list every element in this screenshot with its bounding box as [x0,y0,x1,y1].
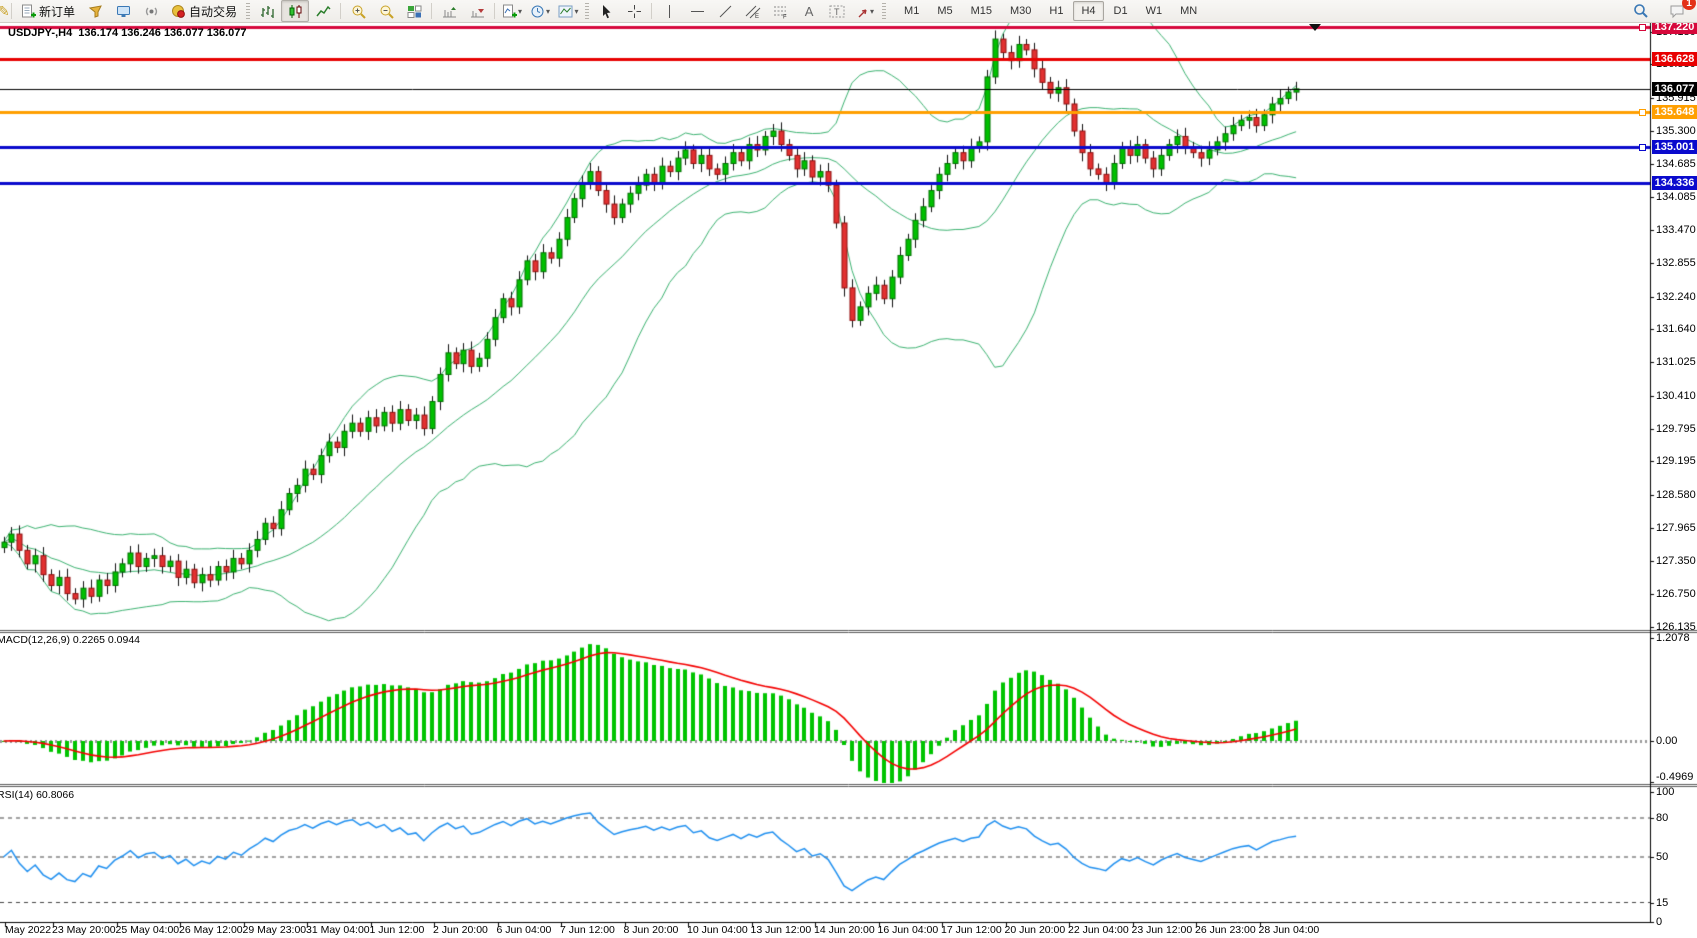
market-watch-button[interactable] [109,0,137,22]
autotrading-label: 自动交易 [189,4,238,19]
periods-button[interactable]: ▾ [526,0,554,22]
vertical-line-icon [663,4,676,19]
search-icon [1633,3,1649,19]
timeframe-w1-button[interactable]: W1 [1145,5,1163,17]
main-toolbar: ✎ 新订单 自动交易 ▾ ▾ ▾ [0,0,1697,23]
svg-text:F: F [783,14,787,19]
monitor-icon [116,4,131,19]
chart-shift-button[interactable] [435,0,463,22]
channel-icon: E [745,4,761,19]
horizontal-line-button[interactable] [683,0,711,22]
new-order-icon [21,4,36,19]
zoom-in-icon [351,4,366,19]
horizontal-line-icon [690,4,705,19]
timeframe-m1-button[interactable]: M1 [904,5,920,17]
timeframe-m5-button[interactable]: M5 [937,5,953,17]
zoom-out-button[interactable] [372,0,400,22]
crosshair-button[interactable] [620,0,648,22]
text-label-button[interactable]: T [823,0,851,22]
dropdown-caret-icon: ▾ [574,6,579,16]
toolbar-grip [246,3,251,19]
trendline-icon [718,4,733,19]
broadcast-icon [144,4,159,19]
timeframe-m30-button[interactable]: M30 [1010,5,1032,17]
tile-windows-icon [407,4,422,19]
fibonacci-button[interactable]: F [767,0,795,22]
funnel-icon [88,4,103,19]
svg-text:T: T [834,7,840,17]
auto-scroll-button[interactable] [463,0,491,22]
clock-icon [530,4,545,19]
timeframe-h1-button[interactable]: H1 [1049,5,1064,17]
toolbar-separator [431,3,433,19]
autotrading-icon [171,4,186,19]
candlestick-icon [288,4,303,19]
timeframe-toolbar: M1 M5 M15 M30 H1 H4 D1 W1 MN [895,1,1206,21]
zoom-in-button[interactable] [344,0,372,22]
bar-chart-button[interactable] [253,0,281,22]
template-icon [558,4,574,19]
arrows-button[interactable]: ▾ [851,0,879,22]
broadcast-button[interactable] [137,0,165,22]
line-chart-icon [315,4,331,19]
text-icon: A [804,3,814,19]
search-button[interactable] [1627,0,1655,22]
toolbar-separator [340,3,342,19]
autotrading-button[interactable]: 自动交易 [165,0,243,22]
vertical-line-button[interactable] [655,0,683,22]
bar-chart-icon [260,4,275,19]
new-order-label: 新订单 [39,4,76,19]
text-label-icon: T [829,4,845,19]
timeframe-mn-button[interactable]: MN [1180,5,1198,17]
text-button[interactable]: A [795,0,823,22]
dropdown-caret-icon: ▾ [546,6,551,16]
chart-shift-icon [442,4,457,19]
candlestick-chart-button[interactable] [281,0,310,22]
cursor-icon [599,4,614,19]
notifications-button[interactable]: 1 [1663,0,1696,22]
indicators-icon [502,4,518,19]
crosshair-icon [627,4,642,19]
timeframe-d1-button[interactable]: D1 [1113,5,1128,17]
funnel-button[interactable] [81,0,109,22]
toolbar-separator [651,3,653,19]
arrows-icon [856,4,869,19]
notification-badge: 1 [1682,0,1696,10]
dropdown-caret-icon: ▾ [518,6,523,16]
equidistant-channel-button[interactable]: E [739,0,767,22]
svg-text:E: E [755,14,759,19]
line-chart-button[interactable] [309,0,337,22]
cursor-button[interactable] [592,0,620,22]
trendline-button[interactable] [711,0,739,22]
timeframe-m15-button[interactable]: M15 [970,5,992,17]
indicators-button[interactable]: ▾ [498,0,526,22]
new-order-button[interactable]: 新订单 [15,0,81,22]
toolbar-separator [494,3,496,19]
toolbar-grip [585,3,590,19]
toolbar-grip [882,3,887,19]
zoom-out-icon [379,4,394,19]
auto-scroll-icon [470,4,485,19]
dropdown-caret-icon: ▾ [870,6,875,16]
tile-windows-button[interactable] [400,0,428,22]
templates-button[interactable]: ▾ [554,0,582,22]
pencil-icon: ✎ [0,2,8,19]
fibonacci-icon: F [773,4,789,19]
timeframe-h4-button[interactable]: H4 [1073,1,1104,21]
toolbar-right-group: 1 [1627,0,1696,22]
toolbar-separator [11,3,12,19]
